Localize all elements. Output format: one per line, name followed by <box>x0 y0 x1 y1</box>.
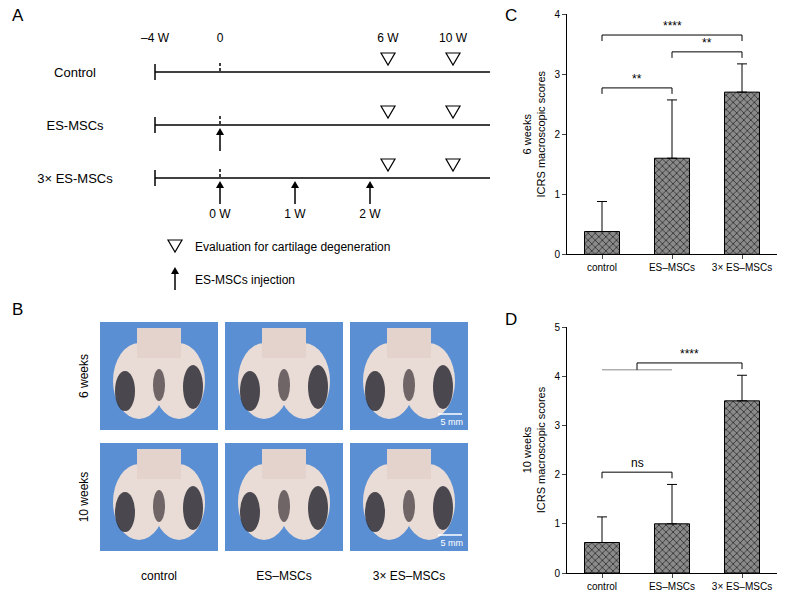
svg-text:10 weeks: 10 weeks <box>77 472 91 523</box>
svg-text:3: 3 <box>554 69 560 80</box>
svg-text:ES–MSCs: ES–MSCs <box>256 569 311 583</box>
svg-text:control: control <box>587 262 617 273</box>
svg-text:0 W: 0 W <box>209 207 231 221</box>
svg-text:10 weeksICRS macroscopic score: 10 weeksICRS macroscopic scores <box>521 386 547 513</box>
html-text:C: C <box>505 6 518 25</box>
svg-text:ES–MSCs: ES–MSCs <box>649 581 695 592</box>
svg-text:3× ES–MSCs: 3× ES–MSCs <box>712 581 772 592</box>
svg-text:5 mm: 5 mm <box>441 538 464 548</box>
svg-text:1: 1 <box>554 518 560 529</box>
svg-text:****: **** <box>663 19 682 33</box>
svg-text:6 W: 6 W <box>377 31 399 45</box>
svg-text:ES–MSCs: ES–MSCs <box>649 262 695 273</box>
svg-text:0: 0 <box>554 249 560 260</box>
svg-text:–4 W: –4 W <box>141 31 170 45</box>
svg-text:3× ES-MSCs: 3× ES-MSCs <box>37 171 113 186</box>
svg-text:ns: ns <box>631 456 644 470</box>
svg-text:**: ** <box>632 72 642 86</box>
svg-text:1 W: 1 W <box>284 207 306 221</box>
html-text:D: D <box>505 310 518 329</box>
svg-text:0: 0 <box>217 31 224 45</box>
svg-text:2 W: 2 W <box>359 207 381 221</box>
svg-text:**: ** <box>702 36 712 50</box>
svg-text:3: 3 <box>554 420 560 431</box>
svg-text:****: **** <box>680 347 699 361</box>
svg-text:2: 2 <box>554 469 560 480</box>
svg-text:4: 4 <box>554 9 560 20</box>
svg-text:0: 0 <box>554 568 560 579</box>
svg-text:ES-MSCs injection: ES-MSCs injection <box>195 273 295 287</box>
svg-text:ES-MSCs: ES-MSCs <box>46 118 104 133</box>
svg-text:5 mm: 5 mm <box>441 417 464 427</box>
svg-text:10 W: 10 W <box>439 31 468 45</box>
html-text:B: B <box>12 300 24 319</box>
svg-text:5: 5 <box>554 322 560 333</box>
svg-text:Control: Control <box>54 65 96 80</box>
svg-text:control: control <box>587 581 617 592</box>
svg-text:3× ES–MSCs: 3× ES–MSCs <box>712 262 772 273</box>
svg-text:6 weeks: 6 weeks <box>77 354 91 398</box>
svg-text:Evaluation for cartilage degen: Evaluation for cartilage degeneration <box>195 240 390 254</box>
svg-text:control: control <box>141 569 177 583</box>
svg-text:2: 2 <box>554 129 560 140</box>
svg-text:1: 1 <box>554 189 560 200</box>
html-text:A: A <box>12 6 24 25</box>
svg-text:3× ES–MSCs: 3× ES–MSCs <box>373 569 445 583</box>
svg-text:4: 4 <box>554 371 560 382</box>
svg-text:6 weeksICRS macroscopic scores: 6 weeksICRS macroscopic scores <box>521 70 547 197</box>
